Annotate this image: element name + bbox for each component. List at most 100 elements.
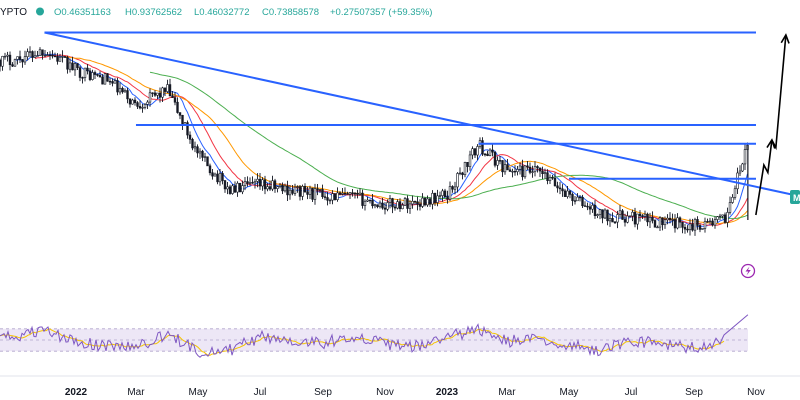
candle-body xyxy=(13,59,17,67)
candle xyxy=(468,150,472,171)
candle-body xyxy=(556,185,559,189)
candle xyxy=(101,74,104,85)
candle-body xyxy=(486,153,489,156)
candle xyxy=(608,213,612,227)
trendlines[interactable] xyxy=(44,31,800,198)
candle xyxy=(723,212,727,224)
ohlc-change: +0.27507357 (+59.35%) xyxy=(330,7,432,18)
candle-body xyxy=(611,218,614,223)
arrow-long-line xyxy=(771,34,787,151)
candle-body xyxy=(278,184,282,187)
candle-body xyxy=(318,189,322,191)
candle xyxy=(56,53,59,65)
candle xyxy=(366,196,369,202)
candle xyxy=(546,169,549,185)
candle xyxy=(641,214,644,220)
candle xyxy=(133,97,137,106)
candle-body xyxy=(591,204,594,210)
candle xyxy=(618,205,622,218)
candle xyxy=(561,184,564,197)
ohlc-close: C0.73858578 xyxy=(262,7,319,18)
candle xyxy=(48,51,52,60)
candle-body xyxy=(3,55,7,58)
candle-body xyxy=(498,160,502,162)
candle-body xyxy=(688,223,692,230)
candle-body xyxy=(81,77,84,79)
candle xyxy=(698,223,702,233)
candle xyxy=(53,52,57,58)
candle xyxy=(98,71,102,78)
candle-body xyxy=(178,112,182,116)
candle-body xyxy=(551,177,554,179)
candle-body xyxy=(471,148,474,156)
candle-body xyxy=(223,180,227,190)
candle xyxy=(476,144,479,161)
candle-body xyxy=(106,73,109,82)
alert-marker[interactable] xyxy=(740,263,756,279)
candle-body xyxy=(18,56,22,60)
candle xyxy=(388,195,392,209)
candle-body xyxy=(568,190,572,195)
candle-body xyxy=(468,154,472,167)
candle xyxy=(331,190,334,205)
candle xyxy=(633,207,637,228)
candle-body xyxy=(288,189,292,196)
candle xyxy=(571,192,574,206)
candle xyxy=(58,53,62,62)
candle-body xyxy=(463,162,467,176)
candle-body xyxy=(216,173,219,183)
candle xyxy=(281,182,284,194)
x-tick-label: 2022 xyxy=(65,387,88,398)
candle xyxy=(303,183,307,193)
candle-body xyxy=(483,153,487,156)
candle xyxy=(446,190,449,204)
candle xyxy=(106,73,109,82)
candle xyxy=(613,221,617,225)
candle xyxy=(306,186,309,200)
candle-body xyxy=(488,149,492,156)
candle-body xyxy=(461,172,464,176)
candle xyxy=(143,103,147,110)
candle xyxy=(43,50,47,58)
candle xyxy=(16,56,19,65)
candle xyxy=(643,210,647,221)
candle xyxy=(166,79,169,93)
candle-body xyxy=(226,186,229,190)
candle-body xyxy=(281,184,284,192)
candle xyxy=(353,192,357,199)
candle-body xyxy=(711,220,714,226)
candle-body xyxy=(301,186,304,197)
candle xyxy=(403,197,407,206)
candle-body xyxy=(116,80,119,93)
candle-body xyxy=(726,212,729,223)
candle xyxy=(13,58,17,67)
candle-body xyxy=(241,185,244,193)
candle-body xyxy=(411,200,414,205)
candle xyxy=(661,217,664,231)
candle-body xyxy=(118,87,122,93)
candle xyxy=(208,163,212,176)
arrow-short xyxy=(755,138,776,216)
candle xyxy=(298,185,302,201)
candle-body xyxy=(621,210,624,220)
x-tick-label: Jul xyxy=(625,387,638,398)
candle xyxy=(708,217,712,224)
candle xyxy=(606,209,609,226)
candle-body xyxy=(156,92,159,96)
candle-body xyxy=(83,67,87,78)
candle xyxy=(68,58,72,73)
candle-body xyxy=(336,192,339,200)
candle xyxy=(138,100,142,110)
candle-body xyxy=(631,211,634,217)
candle-body xyxy=(423,197,427,206)
candle xyxy=(171,90,174,98)
candle-body xyxy=(526,165,529,168)
candle-body xyxy=(458,172,462,175)
candle xyxy=(461,171,464,180)
candle xyxy=(363,199,367,211)
candle-body xyxy=(63,56,67,58)
candle xyxy=(288,185,292,200)
x-tick-label: May xyxy=(560,387,579,398)
candle xyxy=(266,183,269,192)
